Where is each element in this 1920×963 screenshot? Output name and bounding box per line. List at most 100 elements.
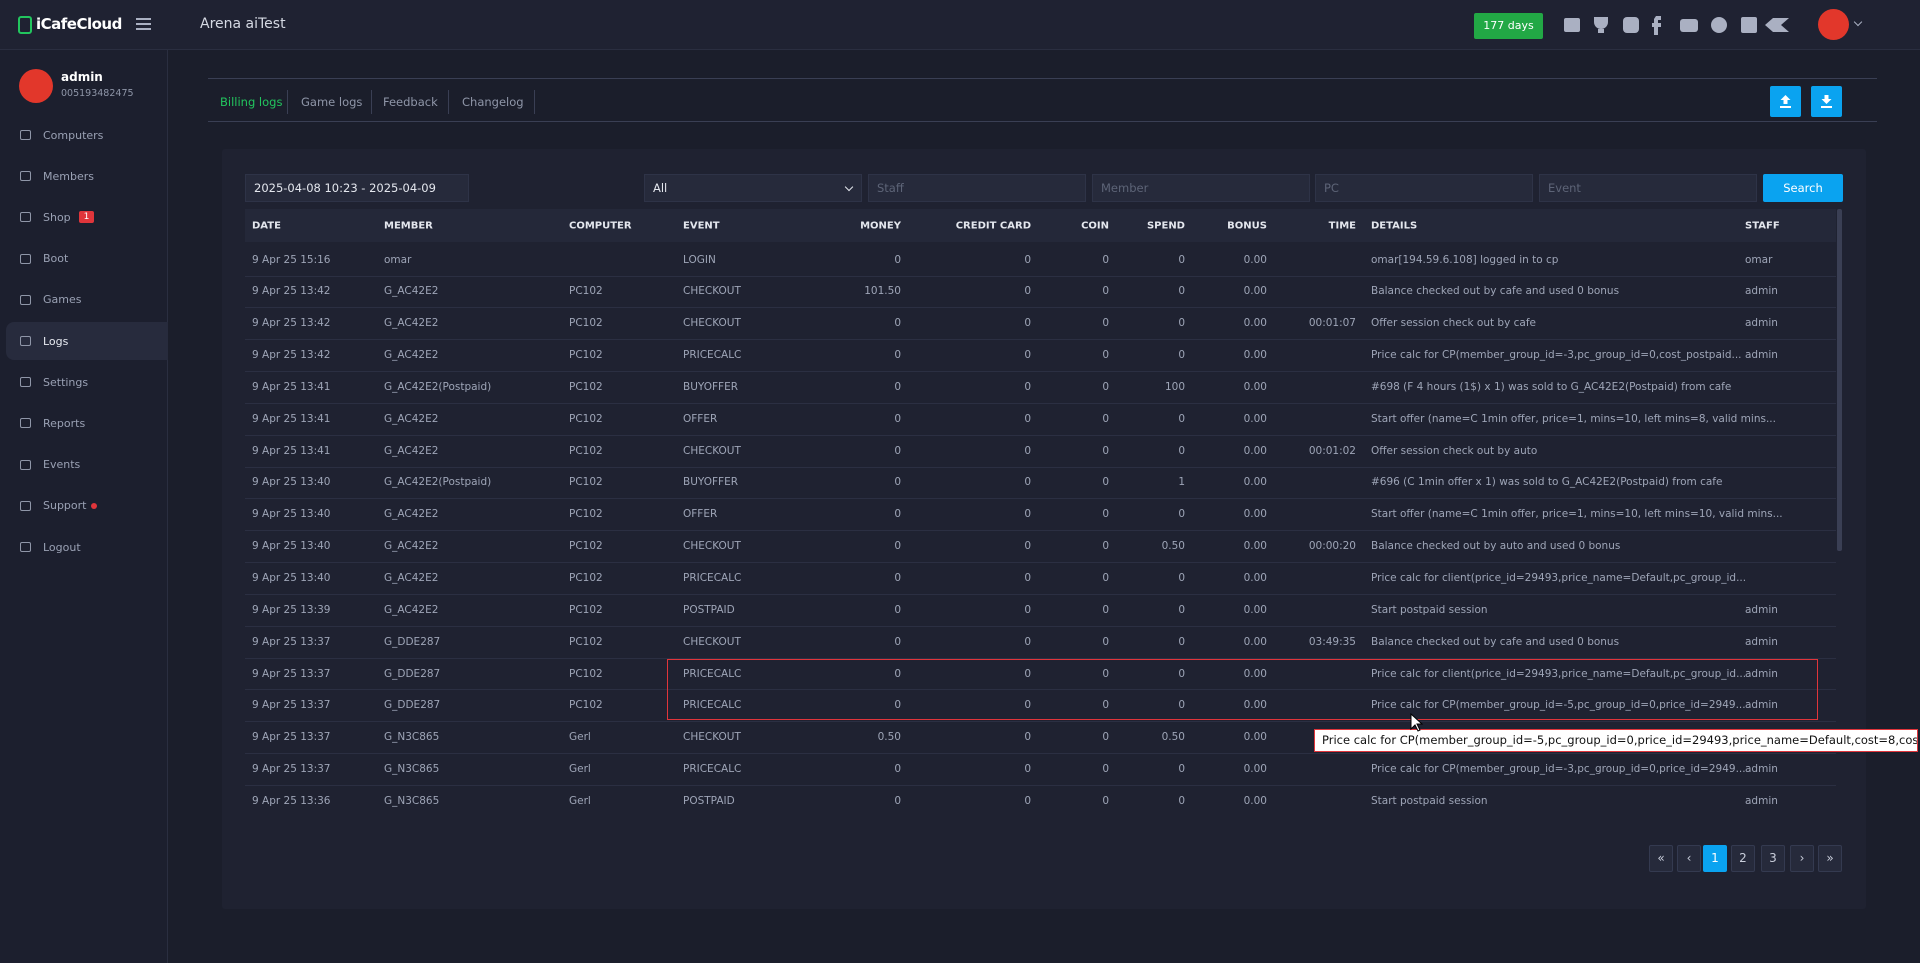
- event-type-select[interactable]: All: [644, 174, 862, 202]
- table-cell: 0: [894, 317, 901, 330]
- search-button[interactable]: Search: [1763, 174, 1843, 202]
- filter-input[interactable]: Event: [1539, 174, 1757, 202]
- icon[interactable]: [1652, 16, 1661, 35]
- icon[interactable]: [1711, 17, 1727, 33]
- dropdown-caret[interactable]: [1853, 17, 1863, 27]
- icon[interactable]: [1741, 17, 1757, 33]
- menu-item[interactable]: Computers: [6, 116, 168, 154]
- table-cell: 0: [894, 603, 901, 616]
- icon[interactable]: [1594, 17, 1608, 33]
- row-separator: [245, 753, 1836, 755]
- menu-item[interactable]: Logs: [6, 322, 168, 360]
- avatar[interactable]: [1818, 9, 1849, 40]
- menu-toggle[interactable]: [136, 18, 151, 20]
- page-button[interactable]: 1: [1703, 845, 1727, 872]
- table-cell: G_N3C865: [384, 731, 440, 744]
- table-cell: 0.00: [1243, 763, 1267, 776]
- table-cell: PC102: [569, 572, 603, 584]
- table-cell: G_AC42E2: [384, 444, 439, 457]
- table-cell: #696 (C 1min offer x 1) was sold to G_AC…: [1371, 476, 1723, 489]
- table-cell: G_AC42E2(Postpaid): [384, 476, 492, 489]
- table-cell: Gerl: [569, 794, 591, 807]
- tab-bar: [208, 78, 1877, 122]
- table-cell: 0: [894, 667, 901, 680]
- page-button[interactable]: ‹: [1677, 845, 1701, 872]
- menu-icon: [20, 212, 31, 223]
- table-cell: 9 Apr 25 15:16: [252, 253, 331, 266]
- social-icons: [1564, 16, 1789, 35]
- tab-separator: [287, 90, 288, 114]
- menu-item[interactable]: Shop 1: [6, 198, 168, 236]
- icon[interactable]: [1765, 18, 1789, 32]
- row-separator: [245, 530, 1836, 532]
- table-cell: 0: [1024, 763, 1031, 776]
- table-cell: 0: [1024, 412, 1031, 425]
- table-cell: 100: [1164, 380, 1185, 393]
- menu-item[interactable]: Members: [6, 157, 168, 195]
- icon[interactable]: [1564, 18, 1580, 32]
- table-cell: admin: [1745, 317, 1778, 330]
- license-days[interactable]: 177 days: [1474, 13, 1543, 39]
- table-cell: 0: [1024, 285, 1031, 298]
- table-cell: 0.00: [1243, 476, 1267, 489]
- table-cell: Offer session check out by auto: [1371, 444, 1538, 457]
- menu-icon: [20, 500, 31, 511]
- tab[interactable]: Feedback: [383, 95, 438, 109]
- icon[interactable]: [1680, 19, 1698, 32]
- menu-icon: [20, 171, 31, 182]
- menu-label: Settings: [43, 375, 89, 389]
- row-separator: [245, 562, 1836, 564]
- filter-input[interactable]: Staff: [868, 174, 1086, 202]
- table-cell: 9 Apr 25 13:40: [252, 476, 331, 489]
- upload-button[interactable]: [1770, 86, 1801, 117]
- table-cell: 0: [1024, 380, 1031, 393]
- menu-item[interactable]: Boot: [6, 240, 168, 278]
- table-cell: 0: [1102, 572, 1109, 584]
- table-cell: G_AC42E2: [384, 508, 439, 521]
- table-cell: G_DDE287: [384, 635, 441, 648]
- menu-item[interactable]: Games: [6, 281, 168, 319]
- page-button[interactable]: 3: [1761, 845, 1785, 872]
- download-button[interactable]: [1811, 86, 1842, 117]
- table-cell: CHECKOUT: [683, 317, 741, 330]
- table-cell: 0: [894, 349, 901, 362]
- table-cell: 9 Apr 25 13:41: [252, 444, 331, 457]
- table-cell: 0.00: [1243, 699, 1267, 712]
- menu-item[interactable]: Reports: [6, 404, 168, 442]
- column-header: DETAILS: [1371, 220, 1418, 232]
- page-button[interactable]: »: [1818, 845, 1842, 872]
- table-cell: PC102: [569, 317, 603, 330]
- tab[interactable]: Billing logs: [220, 95, 283, 109]
- cafe-name: Arena aiTest: [200, 16, 286, 32]
- table-cell: 0: [894, 540, 901, 553]
- column-header: TIME: [1328, 220, 1356, 232]
- table-cell: 0: [1024, 444, 1031, 457]
- filter-input[interactable]: PC: [1315, 174, 1533, 202]
- table-cell: 0.00: [1243, 794, 1267, 807]
- table-cell: 9 Apr 25 13:40: [252, 508, 331, 521]
- table-cell: 9 Apr 25 13:41: [252, 412, 331, 425]
- table-cell: PRICECALC: [683, 667, 742, 680]
- menu-item[interactable]: Logout: [6, 528, 168, 566]
- table-cell: 0: [1024, 667, 1031, 680]
- menu-label: Support: [43, 499, 87, 513]
- menu-item[interactable]: Events: [6, 446, 168, 484]
- filter-input[interactable]: Member: [1092, 174, 1310, 202]
- menu-item[interactable]: Settings: [6, 363, 168, 401]
- menu-item[interactable]: Support: [6, 487, 168, 525]
- table-cell: Offer session check out by cafe: [1371, 317, 1537, 330]
- column-header: EVENT: [683, 220, 720, 232]
- row-separator: [245, 275, 1836, 277]
- icon[interactable]: [1623, 17, 1639, 33]
- page-button[interactable]: 2: [1731, 845, 1755, 872]
- table-cell: 0: [1178, 317, 1185, 330]
- page-button[interactable]: «: [1649, 845, 1673, 872]
- column-header: STAFF: [1745, 220, 1780, 232]
- column-header: BONUS: [1227, 220, 1267, 232]
- page-button[interactable]: ›: [1790, 845, 1814, 872]
- tab[interactable]: Game logs: [301, 95, 363, 109]
- tooltip: Price calc for CP(member_group_id=-5,pc_…: [1314, 729, 1918, 752]
- date-range-input[interactable]: 2025-04-08 10:23 - 2025-04-09 23:59: [245, 174, 469, 221]
- tab[interactable]: Changelog: [462, 95, 524, 109]
